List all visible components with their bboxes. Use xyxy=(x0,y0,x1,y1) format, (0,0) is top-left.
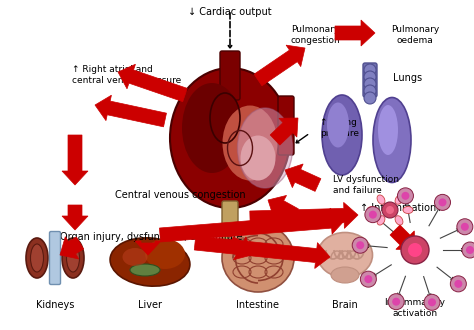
Circle shape xyxy=(364,85,376,97)
Polygon shape xyxy=(118,64,187,102)
Circle shape xyxy=(356,241,364,249)
Circle shape xyxy=(466,246,474,254)
Ellipse shape xyxy=(322,95,362,175)
Circle shape xyxy=(424,294,440,310)
Text: ↑ Right atrial and
central venous pressure: ↑ Right atrial and central venous pressu… xyxy=(72,65,181,85)
Ellipse shape xyxy=(145,239,185,269)
Circle shape xyxy=(382,202,398,218)
Circle shape xyxy=(352,237,368,253)
Ellipse shape xyxy=(222,106,277,181)
Polygon shape xyxy=(335,20,375,46)
Circle shape xyxy=(365,275,373,283)
Ellipse shape xyxy=(26,238,48,278)
Text: ↑ Inflammation: ↑ Inflammation xyxy=(360,203,436,213)
Circle shape xyxy=(392,298,400,306)
Circle shape xyxy=(428,298,436,306)
Circle shape xyxy=(435,194,450,210)
Polygon shape xyxy=(250,202,358,228)
Ellipse shape xyxy=(130,264,160,276)
Text: Central venous congestion: Central venous congestion xyxy=(115,190,246,200)
Circle shape xyxy=(365,207,381,223)
Polygon shape xyxy=(194,236,330,269)
FancyBboxPatch shape xyxy=(278,96,294,155)
FancyBboxPatch shape xyxy=(49,232,61,284)
Ellipse shape xyxy=(331,267,359,283)
Polygon shape xyxy=(268,195,299,221)
Ellipse shape xyxy=(122,248,147,266)
Ellipse shape xyxy=(377,195,385,204)
Polygon shape xyxy=(60,237,83,259)
Polygon shape xyxy=(285,164,321,191)
Text: Brain: Brain xyxy=(332,300,358,310)
Text: Liver: Liver xyxy=(138,300,162,310)
Ellipse shape xyxy=(395,216,403,225)
Ellipse shape xyxy=(170,68,290,208)
Circle shape xyxy=(438,198,447,206)
Text: ↑ Afterload: ↑ Afterload xyxy=(300,214,352,222)
Ellipse shape xyxy=(403,207,413,214)
Polygon shape xyxy=(135,241,161,255)
Circle shape xyxy=(462,242,474,258)
Circle shape xyxy=(369,211,377,219)
Polygon shape xyxy=(62,135,88,185)
Circle shape xyxy=(386,206,394,214)
Polygon shape xyxy=(227,237,252,260)
Text: Lungs: Lungs xyxy=(393,73,422,83)
Ellipse shape xyxy=(182,83,242,173)
Polygon shape xyxy=(390,225,415,250)
Circle shape xyxy=(457,219,473,235)
Text: Intestine: Intestine xyxy=(237,300,280,310)
Circle shape xyxy=(461,223,469,231)
Ellipse shape xyxy=(378,105,398,155)
Circle shape xyxy=(408,243,422,257)
Ellipse shape xyxy=(66,244,80,272)
Circle shape xyxy=(398,188,413,204)
Ellipse shape xyxy=(318,233,373,278)
Circle shape xyxy=(364,78,376,90)
Circle shape xyxy=(364,64,376,76)
Circle shape xyxy=(364,92,376,104)
Ellipse shape xyxy=(240,136,275,181)
Ellipse shape xyxy=(327,103,349,148)
Circle shape xyxy=(401,236,429,264)
Text: Organ injury, dysfunction, and failure: Organ injury, dysfunction, and failure xyxy=(60,232,243,242)
Text: ↓ Cardiac output: ↓ Cardiac output xyxy=(188,7,272,17)
FancyBboxPatch shape xyxy=(220,51,240,100)
Ellipse shape xyxy=(373,97,411,182)
FancyBboxPatch shape xyxy=(222,201,238,240)
Ellipse shape xyxy=(30,244,44,272)
Polygon shape xyxy=(95,95,166,127)
Circle shape xyxy=(455,280,462,288)
Ellipse shape xyxy=(377,216,385,225)
Text: LV dysfunction
and failure: LV dysfunction and failure xyxy=(333,175,399,195)
Polygon shape xyxy=(62,205,88,230)
Ellipse shape xyxy=(237,108,292,188)
Text: Kidneys: Kidneys xyxy=(36,300,74,310)
Text: Inflammatory
activation: Inflammatory activation xyxy=(384,298,446,318)
Ellipse shape xyxy=(395,195,403,204)
Circle shape xyxy=(401,192,410,200)
Ellipse shape xyxy=(222,224,294,292)
Polygon shape xyxy=(270,118,298,145)
Circle shape xyxy=(388,294,404,310)
Text: ↑ Filling
pressure: ↑ Filling pressure xyxy=(320,118,359,138)
Ellipse shape xyxy=(110,238,190,286)
Polygon shape xyxy=(159,208,345,242)
Ellipse shape xyxy=(62,238,84,278)
Circle shape xyxy=(450,276,466,292)
Polygon shape xyxy=(254,45,305,86)
FancyBboxPatch shape xyxy=(363,63,377,97)
Text: Pulmonary
congestion: Pulmonary congestion xyxy=(290,25,340,45)
Ellipse shape xyxy=(367,207,377,214)
Circle shape xyxy=(360,271,376,287)
Circle shape xyxy=(364,71,376,83)
Text: Pulmonary
oedema: Pulmonary oedema xyxy=(391,25,439,45)
